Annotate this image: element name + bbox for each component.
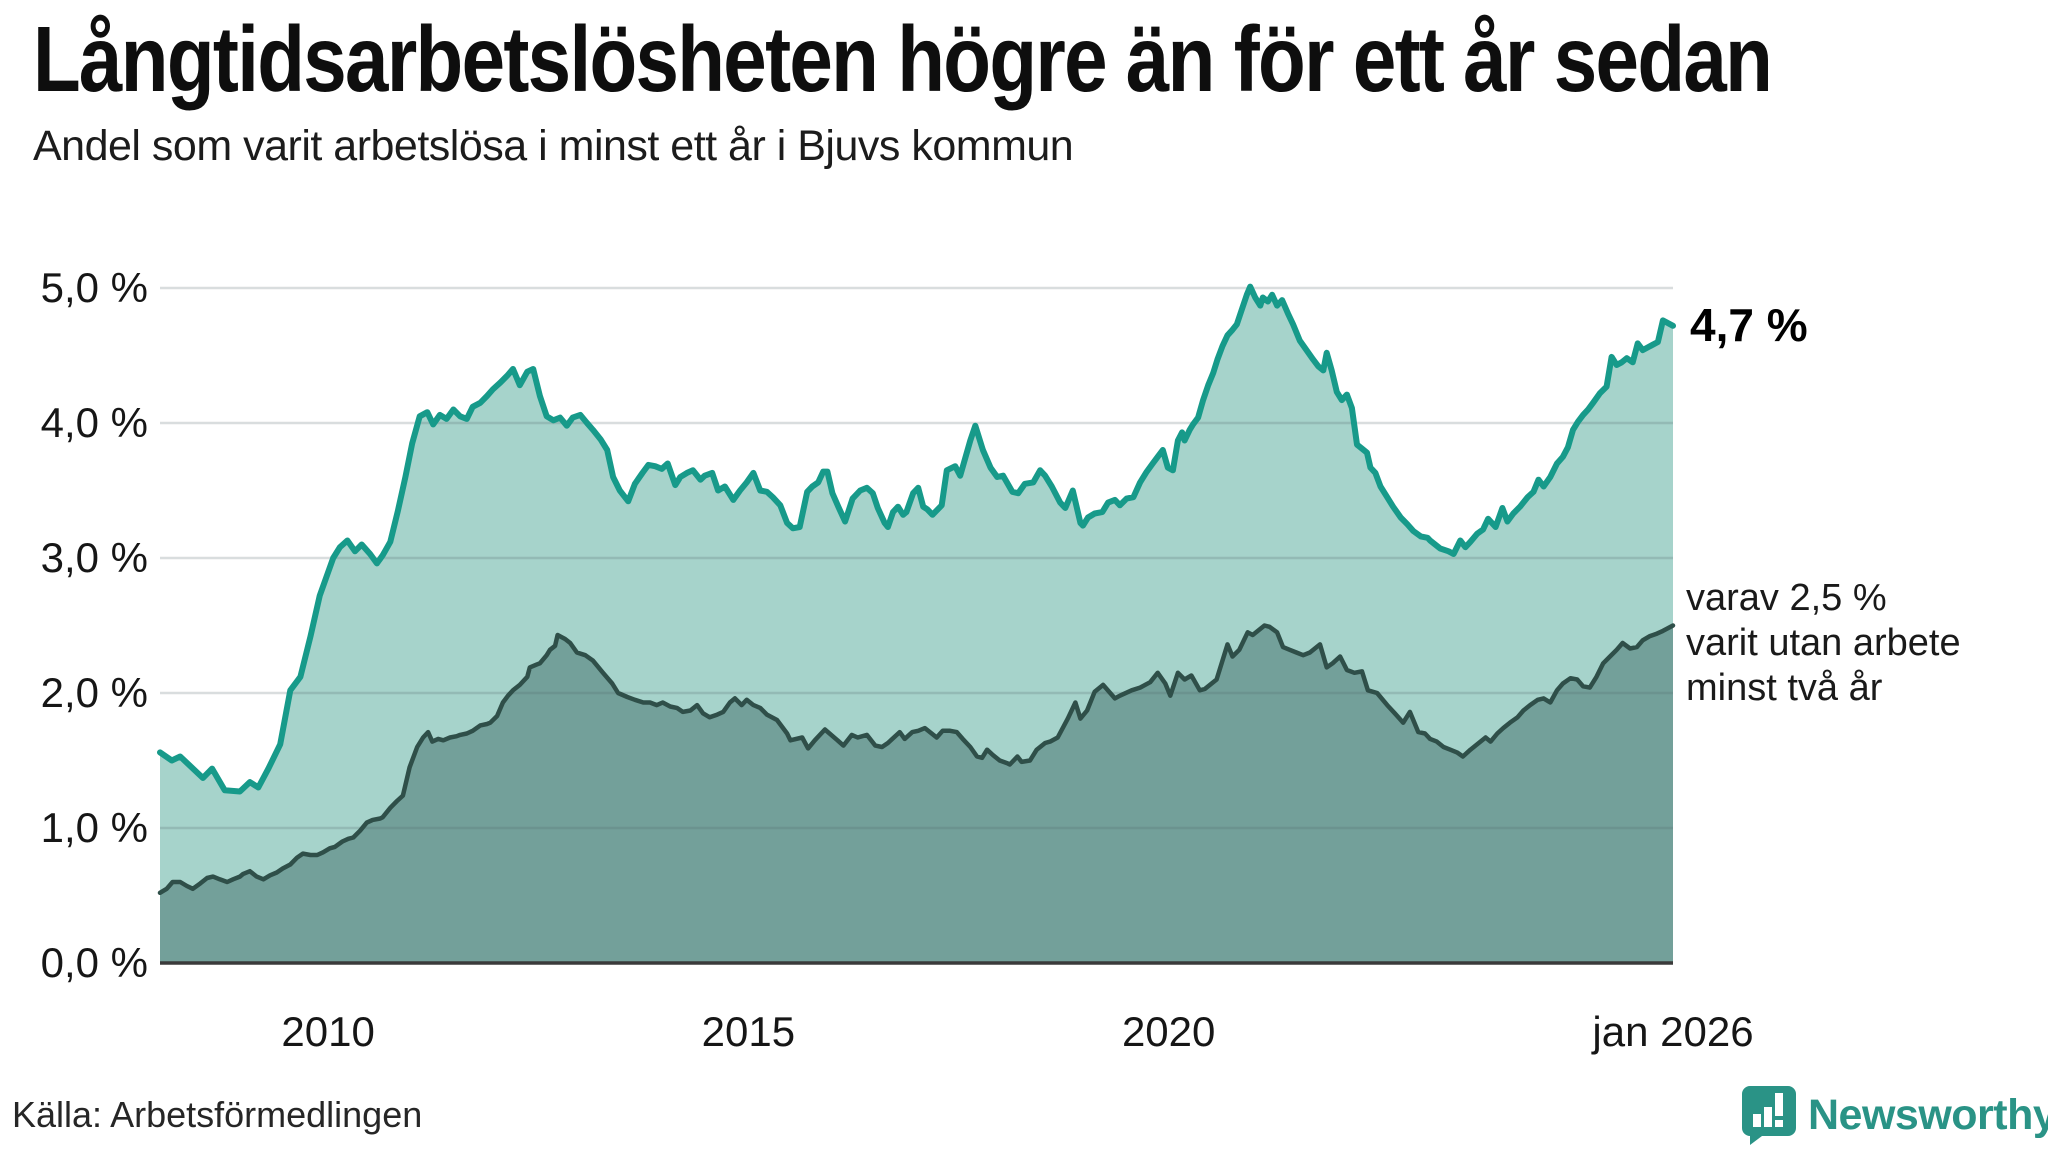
- y-tick-label: 4,0 %: [40, 399, 148, 446]
- series-annotation-two-year: varav 2,5 % varit utan arbete minst två …: [1686, 576, 1961, 711]
- source-note: Källa: Arbetsförmedlingen: [12, 1094, 423, 1135]
- annotation-line-3: minst två år: [1686, 667, 1883, 709]
- page-subtitle: Andel som varit arbetslösa i minst ett å…: [33, 122, 1074, 170]
- two-year-area: [160, 625, 1673, 963]
- series-end-label-total: 4,7 %: [1690, 299, 1808, 351]
- x-tick-label: 2020: [1121, 1008, 1216, 1055]
- newsworthy-logo-text: Newsworthy: [1808, 1090, 2048, 1139]
- newsworthy-logo: Newsworthy: [1740, 1084, 2048, 1146]
- logo-bar-1: [1753, 1114, 1761, 1127]
- x-tick-label: jan 2026: [1592, 1008, 1754, 1055]
- total-line: [157, 283, 1676, 795]
- x-tick-label: 2010: [281, 1008, 375, 1055]
- logo-bar-2: [1764, 1107, 1772, 1127]
- two-year-line: [157, 623, 1676, 896]
- x-tick-label: 2015: [701, 1008, 796, 1055]
- y-tick-label: 3,0 %: [40, 534, 148, 581]
- annotation-line-1: varav 2,5 %: [1686, 577, 1887, 619]
- y-tick-label: 0,0 %: [40, 939, 148, 986]
- y-tick-label: 1,0 %: [40, 804, 148, 851]
- newsworthy-logo-icon: [1742, 1086, 1796, 1145]
- logo-exclamation-dot: [1775, 1120, 1783, 1127]
- logo-exclamation-stem: [1775, 1093, 1783, 1116]
- annotation-line-2: varit utan arbete: [1686, 622, 1961, 664]
- y-tick-label: 2,0 %: [40, 669, 148, 716]
- page-title: Långtidsarbetslösheten högre än för ett …: [33, 7, 1773, 111]
- y-tick-label: 5,0 %: [40, 264, 148, 311]
